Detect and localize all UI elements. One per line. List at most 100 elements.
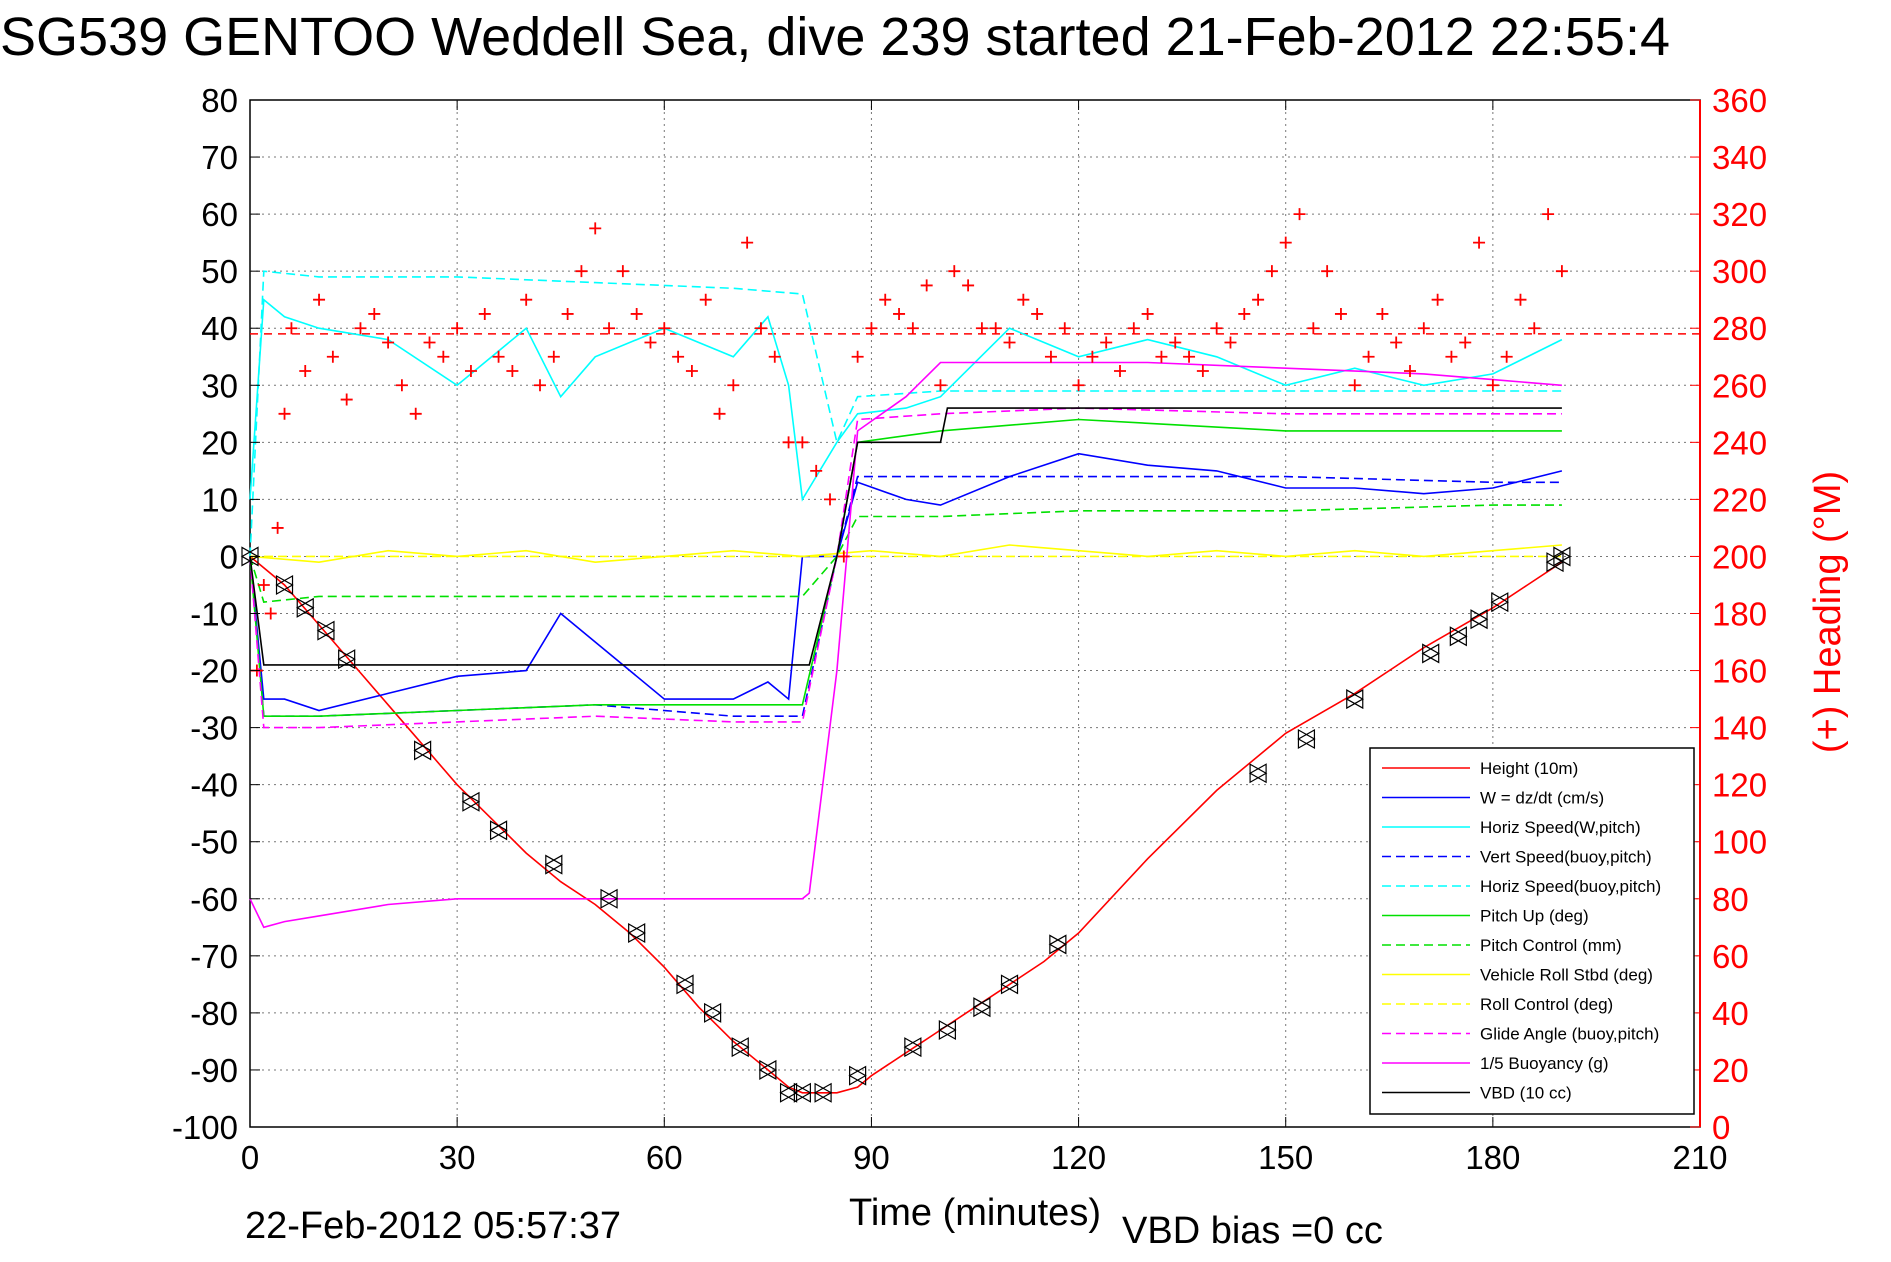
- height-marker: [489, 820, 508, 841]
- y2-tick-label: 120: [1712, 767, 1767, 804]
- legend-entry: Horiz Speed(buoy,pitch): [1480, 877, 1661, 896]
- x-tick-label: 30: [439, 1139, 476, 1176]
- heading-point: [1293, 208, 1306, 221]
- heading-point: [948, 265, 961, 278]
- y-tick-label: -80: [190, 995, 238, 1032]
- x-tick-label: 120: [1051, 1139, 1106, 1176]
- heading-point: [851, 350, 864, 363]
- series-line: [249, 361, 1562, 929]
- heading-point: [1017, 293, 1030, 306]
- y2-tick-label: 100: [1712, 824, 1767, 861]
- height-marker: [461, 791, 481, 812]
- legend-entry: Pitch Control (mm): [1480, 936, 1622, 955]
- y-tick-label: 0: [220, 538, 238, 575]
- heading-point: [1279, 236, 1292, 249]
- height-marker: [779, 1082, 798, 1103]
- y2-tick-label: 0: [1712, 1109, 1730, 1146]
- heading-point: [1431, 293, 1444, 306]
- x-tick-label: 0: [241, 1139, 259, 1176]
- height-marker: [848, 1065, 867, 1086]
- height-marker: [813, 1082, 833, 1103]
- heading-point: [893, 307, 906, 320]
- legend-entry: Height (10m): [1480, 759, 1578, 778]
- y2-tick-label: 220: [1712, 481, 1767, 518]
- y-tick-label: -20: [190, 653, 238, 690]
- heading-point: [464, 365, 477, 378]
- legend-entry: Horiz Speed(W,pitch): [1480, 818, 1641, 837]
- heading-point: [1003, 336, 1016, 349]
- series-line: [249, 504, 1562, 603]
- heading-point: [824, 493, 836, 506]
- heading-point: [313, 293, 326, 306]
- x-tick-label: 180: [1465, 1139, 1520, 1176]
- heading-point: [1196, 365, 1209, 378]
- chart-title: SG539 GENTOO Weddell Sea, dive 239 start…: [0, 7, 1670, 67]
- heading-point: [1486, 379, 1499, 392]
- y-tick-label: 40: [201, 310, 238, 347]
- y2-tick-label: 300: [1712, 253, 1767, 290]
- y-tick-label: 50: [201, 253, 238, 290]
- heading-point: [492, 350, 505, 363]
- heading-point: [1500, 350, 1513, 363]
- heading-point: [658, 322, 671, 335]
- heading-point: [989, 322, 1002, 335]
- heading-point: [727, 379, 740, 392]
- y-tick-label: -100: [172, 1109, 238, 1146]
- y-tick-label: -10: [190, 596, 238, 633]
- heading-point: [672, 350, 685, 363]
- heading-point: [1072, 379, 1085, 392]
- height-marker: [1345, 689, 1364, 710]
- y2-tick-label: 340: [1712, 139, 1767, 176]
- heading-point: [1224, 336, 1237, 349]
- y2-tick-label: 240: [1712, 424, 1767, 461]
- heading-group: [250, 208, 1568, 677]
- heading-point: [278, 407, 291, 420]
- heading-point: [906, 322, 919, 335]
- height-marker: [599, 888, 619, 909]
- series-line: [249, 418, 1562, 718]
- heading-point: [409, 407, 422, 420]
- y-tick-label: -90: [190, 1052, 238, 1089]
- y2-tick-label: 20: [1712, 1052, 1749, 1089]
- y2-tick-label: 80: [1712, 881, 1749, 918]
- heading-point: [837, 550, 850, 563]
- height-marker: [627, 922, 646, 944]
- heading-point: [1058, 322, 1071, 335]
- heading-point: [451, 322, 464, 335]
- heading-point: [354, 322, 367, 335]
- heading-point: [1417, 322, 1430, 335]
- height-marker: [1297, 728, 1316, 750]
- heading-point: [1169, 336, 1182, 349]
- x-tick-label: 150: [1258, 1139, 1313, 1176]
- height-marker: [1248, 763, 1268, 784]
- heading-point: [299, 365, 312, 378]
- y2-tick-label: 280: [1712, 310, 1767, 347]
- y-tick-label: -30: [190, 710, 238, 747]
- legend-entry: Vert Speed(buoy,pitch): [1480, 848, 1652, 867]
- heading-point: [1114, 365, 1126, 378]
- legend-box: [1369, 747, 1695, 1115]
- heading-point: [368, 307, 381, 320]
- height-marker: [413, 740, 432, 761]
- height-marker: [1449, 626, 1468, 647]
- height-marker: [731, 1037, 750, 1058]
- heading-point: [1445, 350, 1458, 363]
- height-marker: [1421, 643, 1440, 664]
- heading-point: [810, 464, 823, 477]
- heading-point: [962, 279, 975, 292]
- heading-point: [575, 265, 588, 278]
- series-line: [249, 270, 1562, 557]
- legend-entry: VBD (10 cc): [1480, 1084, 1572, 1103]
- heading-point: [1044, 350, 1057, 363]
- heading-point: [271, 521, 284, 534]
- heading-point: [340, 393, 353, 406]
- y2-tick-label: 140: [1712, 710, 1767, 747]
- heading-point: [1086, 350, 1099, 363]
- y2-tick-label: 160: [1712, 653, 1767, 690]
- height-marker: [296, 597, 315, 618]
- heading-point: [1183, 350, 1196, 363]
- y2-tick-label: 200: [1712, 538, 1767, 575]
- x-tick-label: 210: [1672, 1139, 1727, 1176]
- heading-point: [326, 350, 339, 363]
- heading-point: [423, 336, 436, 349]
